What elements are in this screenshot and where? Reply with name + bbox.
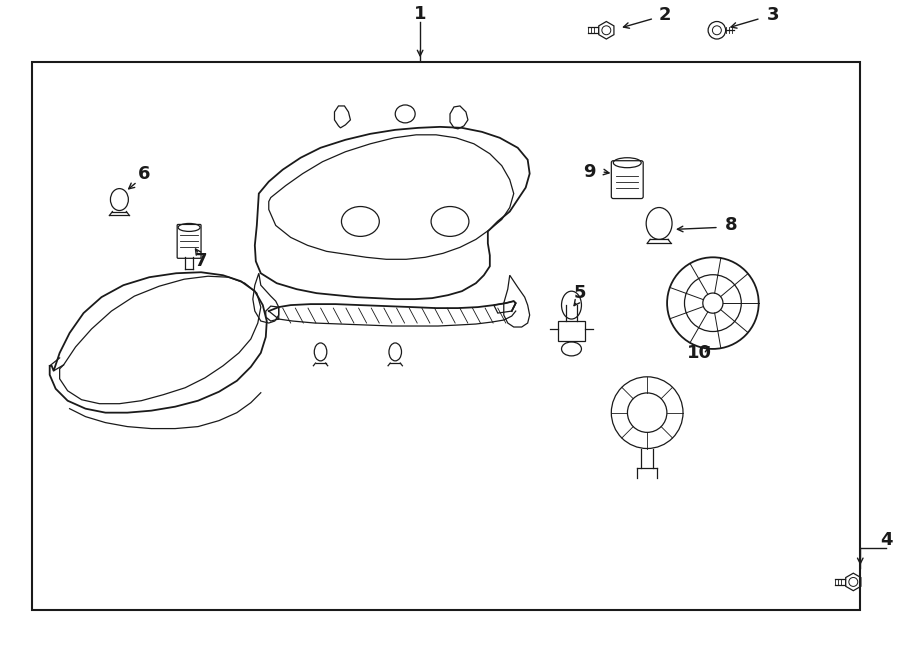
- Text: 5: 5: [573, 284, 586, 302]
- Text: 7: 7: [194, 253, 207, 270]
- Text: 1: 1: [414, 5, 427, 23]
- Text: 6: 6: [138, 165, 150, 182]
- Text: 9: 9: [583, 163, 596, 180]
- Text: 8: 8: [724, 216, 737, 235]
- Text: 4: 4: [880, 531, 893, 549]
- Text: 10: 10: [687, 344, 711, 362]
- Text: 2: 2: [659, 7, 671, 24]
- Text: 3: 3: [767, 7, 779, 24]
- Bar: [32, 62, 860, 610]
